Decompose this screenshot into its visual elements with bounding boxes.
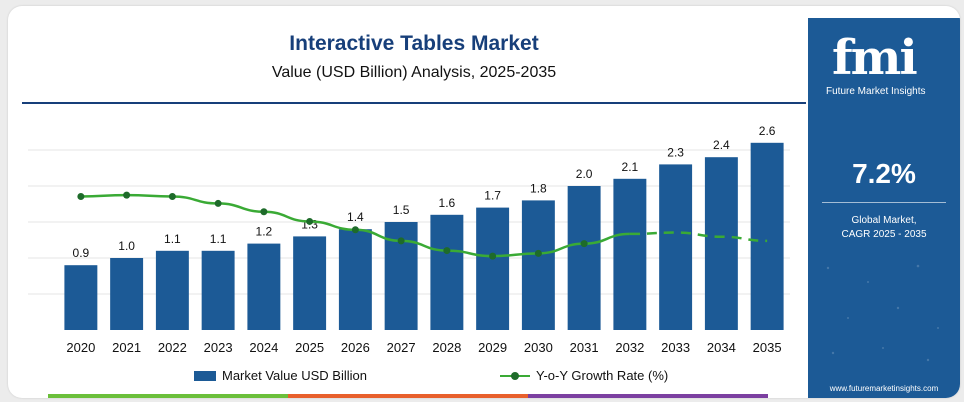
- x-tick-label-2021: 2021: [112, 340, 141, 355]
- x-tick-label-2028: 2028: [432, 340, 461, 355]
- growth-marker-2024: [260, 208, 268, 216]
- x-tick-label-2033: 2033: [661, 340, 690, 355]
- logo-subtitle: Future Market Insights: [826, 86, 926, 97]
- growth-marker-2028: [443, 247, 451, 255]
- bar-value-label-2029: 1.7: [484, 189, 501, 203]
- bar-2032: [613, 178, 647, 330]
- bar-2022: [155, 250, 189, 330]
- growth-marker-2026: [351, 226, 359, 234]
- decorative-dots: [826, 264, 939, 362]
- bar-value-label-2022: 1.1: [164, 232, 181, 246]
- bar-2025: [293, 236, 327, 330]
- website-url: www.futuremarketinsights.com: [829, 384, 939, 393]
- title-divider: [22, 102, 806, 104]
- fmi-logo: fmi: [832, 30, 918, 86]
- legend-bar-swatch: [194, 370, 216, 381]
- chart-subtitle: Value (USD Billion) Analysis, 2025-2035: [271, 64, 557, 81]
- legend-item-growth-rate: Y-o-Y Growth Rate (%): [500, 368, 668, 383]
- bar-value-label-2035: 2.6: [759, 124, 776, 138]
- legend-label-growth-rate: Y-o-Y Growth Rate (%): [536, 368, 669, 383]
- growth-marker-2022: [168, 192, 176, 200]
- chart-card: Interactive Tables Market Value (USD Bil…: [8, 6, 960, 398]
- bar-value-label-2030: 1.8: [530, 181, 547, 195]
- cagr-label: Global Market, CAGR 2025 - 2035: [808, 214, 960, 242]
- bar-value-label-2027: 1.5: [393, 203, 410, 217]
- bar-value-label-2028: 1.6: [439, 196, 456, 210]
- bar-value-label-2021: 1.0: [118, 239, 135, 253]
- cagr-label-line1: Global Market,: [851, 215, 917, 226]
- x-tick-label-2035: 2035: [753, 340, 782, 355]
- x-tick-label-2029: 2029: [478, 340, 507, 355]
- x-tick-label-2034: 2034: [707, 340, 736, 355]
- x-tick-label-2032: 2032: [615, 340, 644, 355]
- bar-2023: [201, 250, 235, 330]
- bar-value-label-2023: 1.1: [210, 232, 227, 246]
- growth-marker-2030: [534, 249, 542, 257]
- x-tick-label-2026: 2026: [341, 340, 370, 355]
- chart-legend: Market Value USD Billion Y-o-Y Growth Ra…: [22, 368, 806, 388]
- legend-line-swatch: [500, 371, 530, 381]
- x-tick-label-2024: 2024: [249, 340, 278, 355]
- bottom-color-stripe: [48, 394, 768, 398]
- cagr-value: 7.2%: [852, 158, 916, 189]
- x-tick-label-2027: 2027: [387, 340, 416, 355]
- bar-value-label-2031: 2.0: [576, 167, 593, 181]
- x-tick-label-2020: 2020: [66, 340, 95, 355]
- bar-2035: [750, 142, 784, 330]
- growth-marker-2020: [77, 192, 85, 200]
- bar-2031: [567, 186, 601, 330]
- bar-2029: [476, 207, 510, 330]
- bar-2030: [521, 200, 555, 330]
- legend-label-market-value: Market Value USD Billion: [222, 368, 367, 383]
- stripe-segment-green: [48, 394, 288, 398]
- bar-2021: [110, 258, 144, 330]
- chart-panel: Interactive Tables Market Value (USD Bil…: [22, 18, 806, 398]
- legend-item-market-value: Market Value USD Billion: [194, 368, 367, 383]
- brand-side-panel: fmi Future Market Insights 7.2% Global M…: [808, 18, 960, 398]
- stripe-segment-purple: [528, 394, 768, 398]
- bar-value-label-2033: 2.3: [667, 145, 684, 159]
- x-tick-label-2031: 2031: [570, 340, 599, 355]
- cagr-label-line2: CAGR 2025 - 2035: [841, 229, 927, 240]
- bar-value-label-2024: 1.2: [256, 225, 273, 239]
- bar-2020: [64, 265, 98, 330]
- x-tick-label-2023: 2023: [204, 340, 233, 355]
- bar-2028: [430, 214, 464, 330]
- stripe-segment-orange: [288, 394, 528, 398]
- bar-value-label-2026: 1.4: [347, 210, 364, 224]
- bar-2024: [247, 243, 281, 330]
- x-tick-label-2030: 2030: [524, 340, 553, 355]
- growth-marker-2029: [489, 252, 497, 260]
- bar-2033: [659, 164, 693, 330]
- chart-plot: 0.920201.020211.120221.120231.220241.320…: [28, 124, 790, 355]
- bar-value-label-2034: 2.4: [713, 138, 730, 152]
- x-tick-label-2025: 2025: [295, 340, 324, 355]
- growth-marker-2023: [214, 199, 222, 207]
- chart-title: Interactive Tables Market: [289, 32, 539, 55]
- growth-line-dashed: [629, 231, 768, 243]
- growth-marker-2027: [397, 237, 405, 245]
- bar-2026: [338, 229, 372, 330]
- cagr-divider: [822, 202, 946, 203]
- bar-value-label-2020: 0.9: [73, 246, 90, 260]
- growth-marker-2021: [123, 191, 131, 199]
- x-tick-label-2022: 2022: [158, 340, 187, 355]
- growth-marker-2025: [306, 217, 314, 225]
- bar-2034: [704, 157, 738, 330]
- bar-value-label-2032: 2.1: [622, 160, 639, 174]
- growth-marker-2031: [580, 240, 588, 248]
